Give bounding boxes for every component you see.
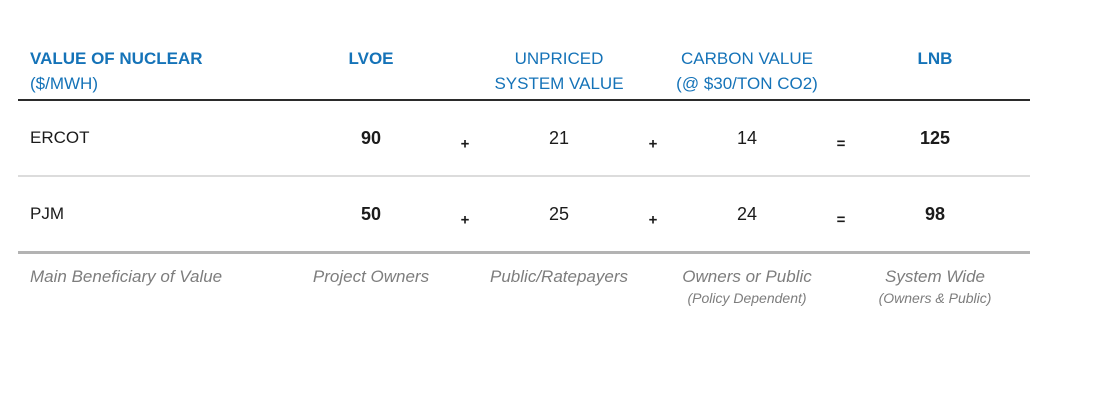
column-header-carbon-value: CARBON VALUE (@ $30/TON CO2) (676, 49, 818, 93)
beneficiary-owners-or-public: Owners or Public (Policy Dependent) (682, 267, 812, 306)
value-ercot-unpriced: 21 (548, 127, 570, 148)
value-pjm-lnb: 98 (924, 203, 946, 224)
header-divider (18, 99, 1030, 101)
row-label-pjm: PJM (30, 204, 64, 223)
column-header-unpriced-system-value: UNPRICED SYSTEM VALUE (494, 49, 624, 93)
footer-divider (18, 251, 1030, 254)
equals-operator: = (836, 211, 846, 229)
plus-operator: + (460, 135, 470, 153)
plus-operator: + (648, 211, 658, 229)
beneficiary-system-wide: System Wide (Owners & Public) (878, 267, 992, 306)
beneficiary-project-owners: Project Owners (312, 267, 430, 286)
plus-operator: + (460, 211, 470, 229)
value-pjm-unpriced: 25 (548, 203, 570, 224)
beneficiary-public-ratepayers: Public/Ratepayers (490, 267, 628, 286)
plus-operator: + (648, 135, 658, 153)
value-of-nuclear-table: VALUE OF NUCLEAR ($/MWH) LVOE UNPRICED S… (18, 0, 1030, 308)
footer-label: Main Beneficiary of Value (30, 267, 223, 286)
table-title-units: ($/MWH) (30, 74, 98, 93)
row-label-ercot: ERCOT (30, 128, 90, 147)
value-ercot-lnb: 125 (919, 127, 951, 148)
header-title-cell: VALUE OF NUCLEAR ($/MWH) (18, 46, 277, 96)
column-header-lnb: LNB (917, 49, 953, 68)
value-ercot-lvoe: 90 (360, 127, 382, 148)
row-divider (18, 175, 1030, 177)
value-pjm-carbon: 24 (736, 203, 758, 224)
value-ercot-carbon: 14 (736, 127, 758, 148)
table-row-ercot: ERCOT 90 21 14 125 + + = (18, 101, 1030, 175)
footer-row: Main Beneficiary of Value Project Owners… (18, 254, 1030, 308)
equals-operator: = (836, 135, 846, 153)
column-header-lvoe: LVOE (348, 49, 394, 68)
value-pjm-lvoe: 50 (360, 203, 382, 224)
header-row: VALUE OF NUCLEAR ($/MWH) LVOE UNPRICED S… (18, 0, 1030, 96)
table-row-pjm: PJM 50 25 24 98 + + = (18, 177, 1030, 251)
table-title: VALUE OF NUCLEAR (30, 49, 203, 68)
